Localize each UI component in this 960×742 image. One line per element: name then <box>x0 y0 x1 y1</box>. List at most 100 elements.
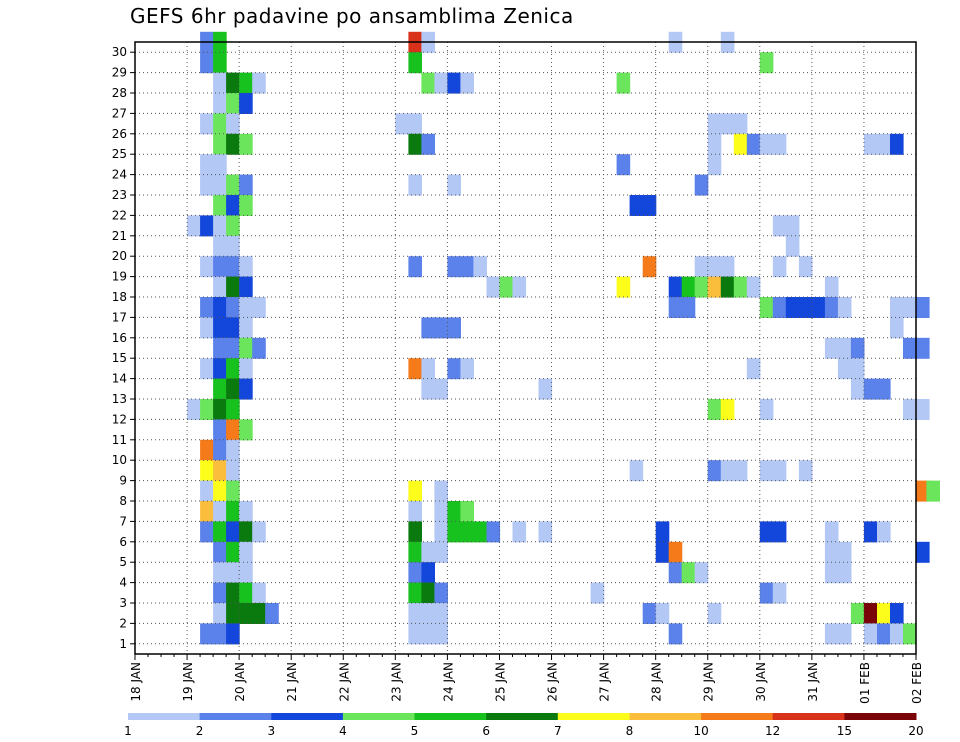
precip-cell <box>890 603 904 624</box>
precip-cell <box>694 256 709 278</box>
precip-cell <box>408 174 422 196</box>
precip-cell <box>408 480 422 502</box>
precip-cell <box>447 317 461 339</box>
precip-cell <box>916 541 930 563</box>
precip-cell <box>213 521 227 543</box>
x-tick-label: 20 JAN <box>233 662 247 702</box>
x-tick-label: 26 JAN <box>546 662 560 702</box>
precip-cell <box>226 623 240 645</box>
precip-cell <box>408 623 422 645</box>
precip-cell <box>434 541 448 563</box>
precip-cell <box>239 276 253 298</box>
precip-cell <box>239 256 253 278</box>
precip-cell <box>226 399 240 420</box>
precip-cell <box>824 337 839 359</box>
precip-cell <box>772 215 787 237</box>
precip-cell <box>681 276 696 298</box>
precip-cell <box>213 93 227 114</box>
precip-cell <box>694 562 709 584</box>
precip-cell <box>720 113 735 135</box>
precip-cell <box>226 195 240 216</box>
precip-cell <box>903 399 917 420</box>
precip-cell <box>239 378 253 400</box>
colorbar-swatch <box>342 713 415 720</box>
precip-cell <box>772 133 787 155</box>
precip-cell <box>226 72 240 94</box>
precip-cell <box>213 113 227 135</box>
precip-cell <box>837 623 852 645</box>
precip-cell <box>200 501 214 522</box>
precip-cell <box>213 297 227 318</box>
precip-cell <box>824 297 839 318</box>
precip-cell <box>239 521 253 543</box>
x-tick-label: 30 JAN <box>754 662 768 702</box>
x-tick-label: 22 JAN <box>337 662 351 702</box>
y-tick-label: 6 <box>119 535 127 549</box>
precip-cell <box>746 133 761 155</box>
precip-cell <box>434 480 448 502</box>
precip-cell <box>421 582 435 604</box>
precip-cell <box>434 501 448 522</box>
precip-cell <box>916 480 930 502</box>
precip-cell <box>421 562 435 584</box>
y-tick-label: 19 <box>112 270 127 284</box>
precip-cell <box>226 215 240 237</box>
y-tick-label: 27 <box>112 106 127 120</box>
colorbar-swatch <box>557 713 630 720</box>
precip-cell <box>824 623 839 645</box>
colorbar-label: 2 <box>196 724 204 738</box>
precip-cell <box>434 378 448 400</box>
precip-cell <box>707 460 722 482</box>
precip-cell <box>213 133 227 155</box>
precip-cell <box>447 72 461 94</box>
precip-cell <box>200 521 214 543</box>
y-tick-label: 23 <box>112 188 127 202</box>
precip-cell <box>538 521 553 543</box>
precip-cell <box>460 501 474 522</box>
precip-cell <box>200 52 214 74</box>
colorbar-swatch <box>199 713 272 720</box>
precip-cell <box>642 195 657 216</box>
precip-cell <box>213 174 227 196</box>
colorbar-swatch <box>772 713 845 720</box>
y-tick-label: 22 <box>112 208 127 222</box>
colorbar-label: 10 <box>693 724 708 738</box>
precip-cell <box>252 297 266 318</box>
precip-cell <box>759 133 774 155</box>
precip-cell <box>772 297 787 318</box>
precip-cell <box>681 562 696 584</box>
precip-cell <box>877 623 891 645</box>
x-tick-label: 19 JAN <box>181 662 195 702</box>
y-tick-label: 21 <box>112 229 127 243</box>
precip-cell <box>239 541 253 563</box>
precip-cell <box>421 623 435 645</box>
precip-cell <box>538 378 553 400</box>
y-tick-label: 9 <box>119 474 127 488</box>
precip-cell <box>668 541 683 563</box>
precip-cell <box>720 399 735 420</box>
precip-cell <box>785 235 800 257</box>
precip-cell <box>239 501 253 522</box>
precip-cell <box>473 521 487 543</box>
precip-cell <box>486 276 501 298</box>
y-tick-label: 12 <box>112 412 127 426</box>
precip-cell <box>226 93 240 114</box>
precip-cell <box>239 317 253 339</box>
colorbar-swatch <box>486 713 559 720</box>
y-tick-label: 29 <box>112 66 127 80</box>
colorbar-label: 1 <box>124 724 132 738</box>
precip-cell <box>447 501 461 522</box>
colorbar-label: 5 <box>411 724 419 738</box>
precip-cell <box>707 154 722 176</box>
precip-cell <box>421 72 435 94</box>
colorbar-swatch <box>701 713 774 720</box>
precip-cell <box>226 419 240 441</box>
precip-cell <box>213 317 227 339</box>
precip-cell <box>395 113 409 135</box>
precip-cell <box>226 562 240 584</box>
precip-cell <box>213 256 227 278</box>
precip-cell <box>226 358 240 380</box>
precip-cell <box>408 113 422 135</box>
precip-cell <box>213 399 227 420</box>
precip-cell <box>421 358 435 380</box>
